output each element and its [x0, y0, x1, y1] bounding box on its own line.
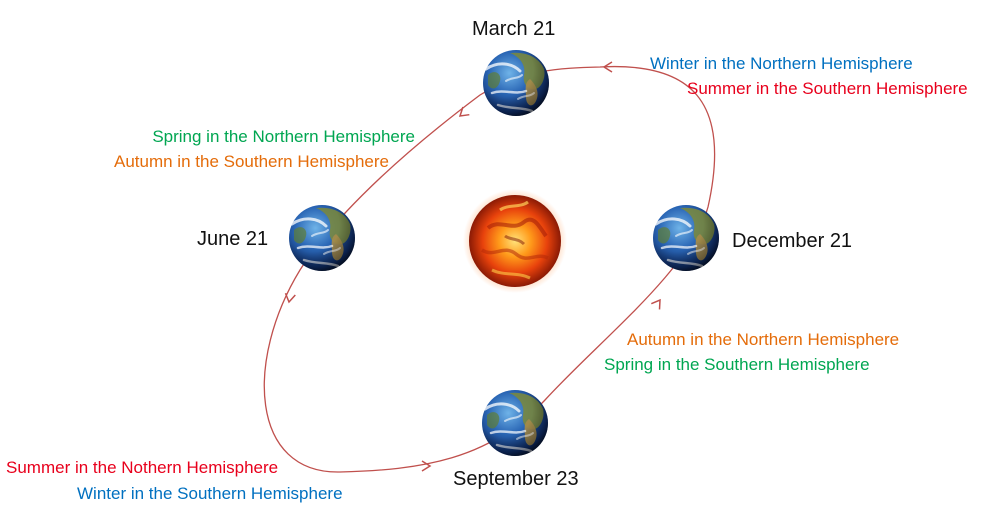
date-label-september: September 23 [453, 468, 579, 490]
earth-icon-march [481, 48, 551, 118]
orbit-arrow-icon [458, 106, 470, 117]
earth-icon-december [651, 203, 721, 273]
season-label-june-north: Spring in the Northern Hemisphere [152, 127, 415, 146]
orbit-arrow-icon [651, 298, 661, 310]
season-label-december-north: Autumn in the Northern Hemisphere [627, 330, 900, 349]
season-label-september-north: Summer in the Nothern Hemisphere [6, 458, 279, 477]
earth-icon-june [287, 203, 357, 273]
orbit-arrow-icon [421, 460, 432, 472]
season-label-june-south: Autumn in the Southern Hemisphere [114, 152, 389, 171]
date-label-march: March 21 [472, 18, 556, 40]
orbit-arrow-icon [284, 292, 296, 304]
season-label-december-south: Spring in the Southern Hemisphere [604, 355, 870, 374]
season-label-march-north: Winter in the Northern Hemisphere [650, 54, 913, 73]
season-label-september-south: Winter in the Southern Hemisphere [77, 484, 343, 503]
date-label-december: December 21 [732, 230, 853, 252]
orbit-arrow-icon [602, 61, 613, 73]
orbit-path [263, 65, 716, 473]
earth-icon-september [480, 388, 550, 458]
season-label-march-south: Summer in the Southern Hemisphere [687, 79, 968, 98]
sun-icon [463, 189, 567, 293]
date-label-june: June 21 [197, 228, 269, 250]
